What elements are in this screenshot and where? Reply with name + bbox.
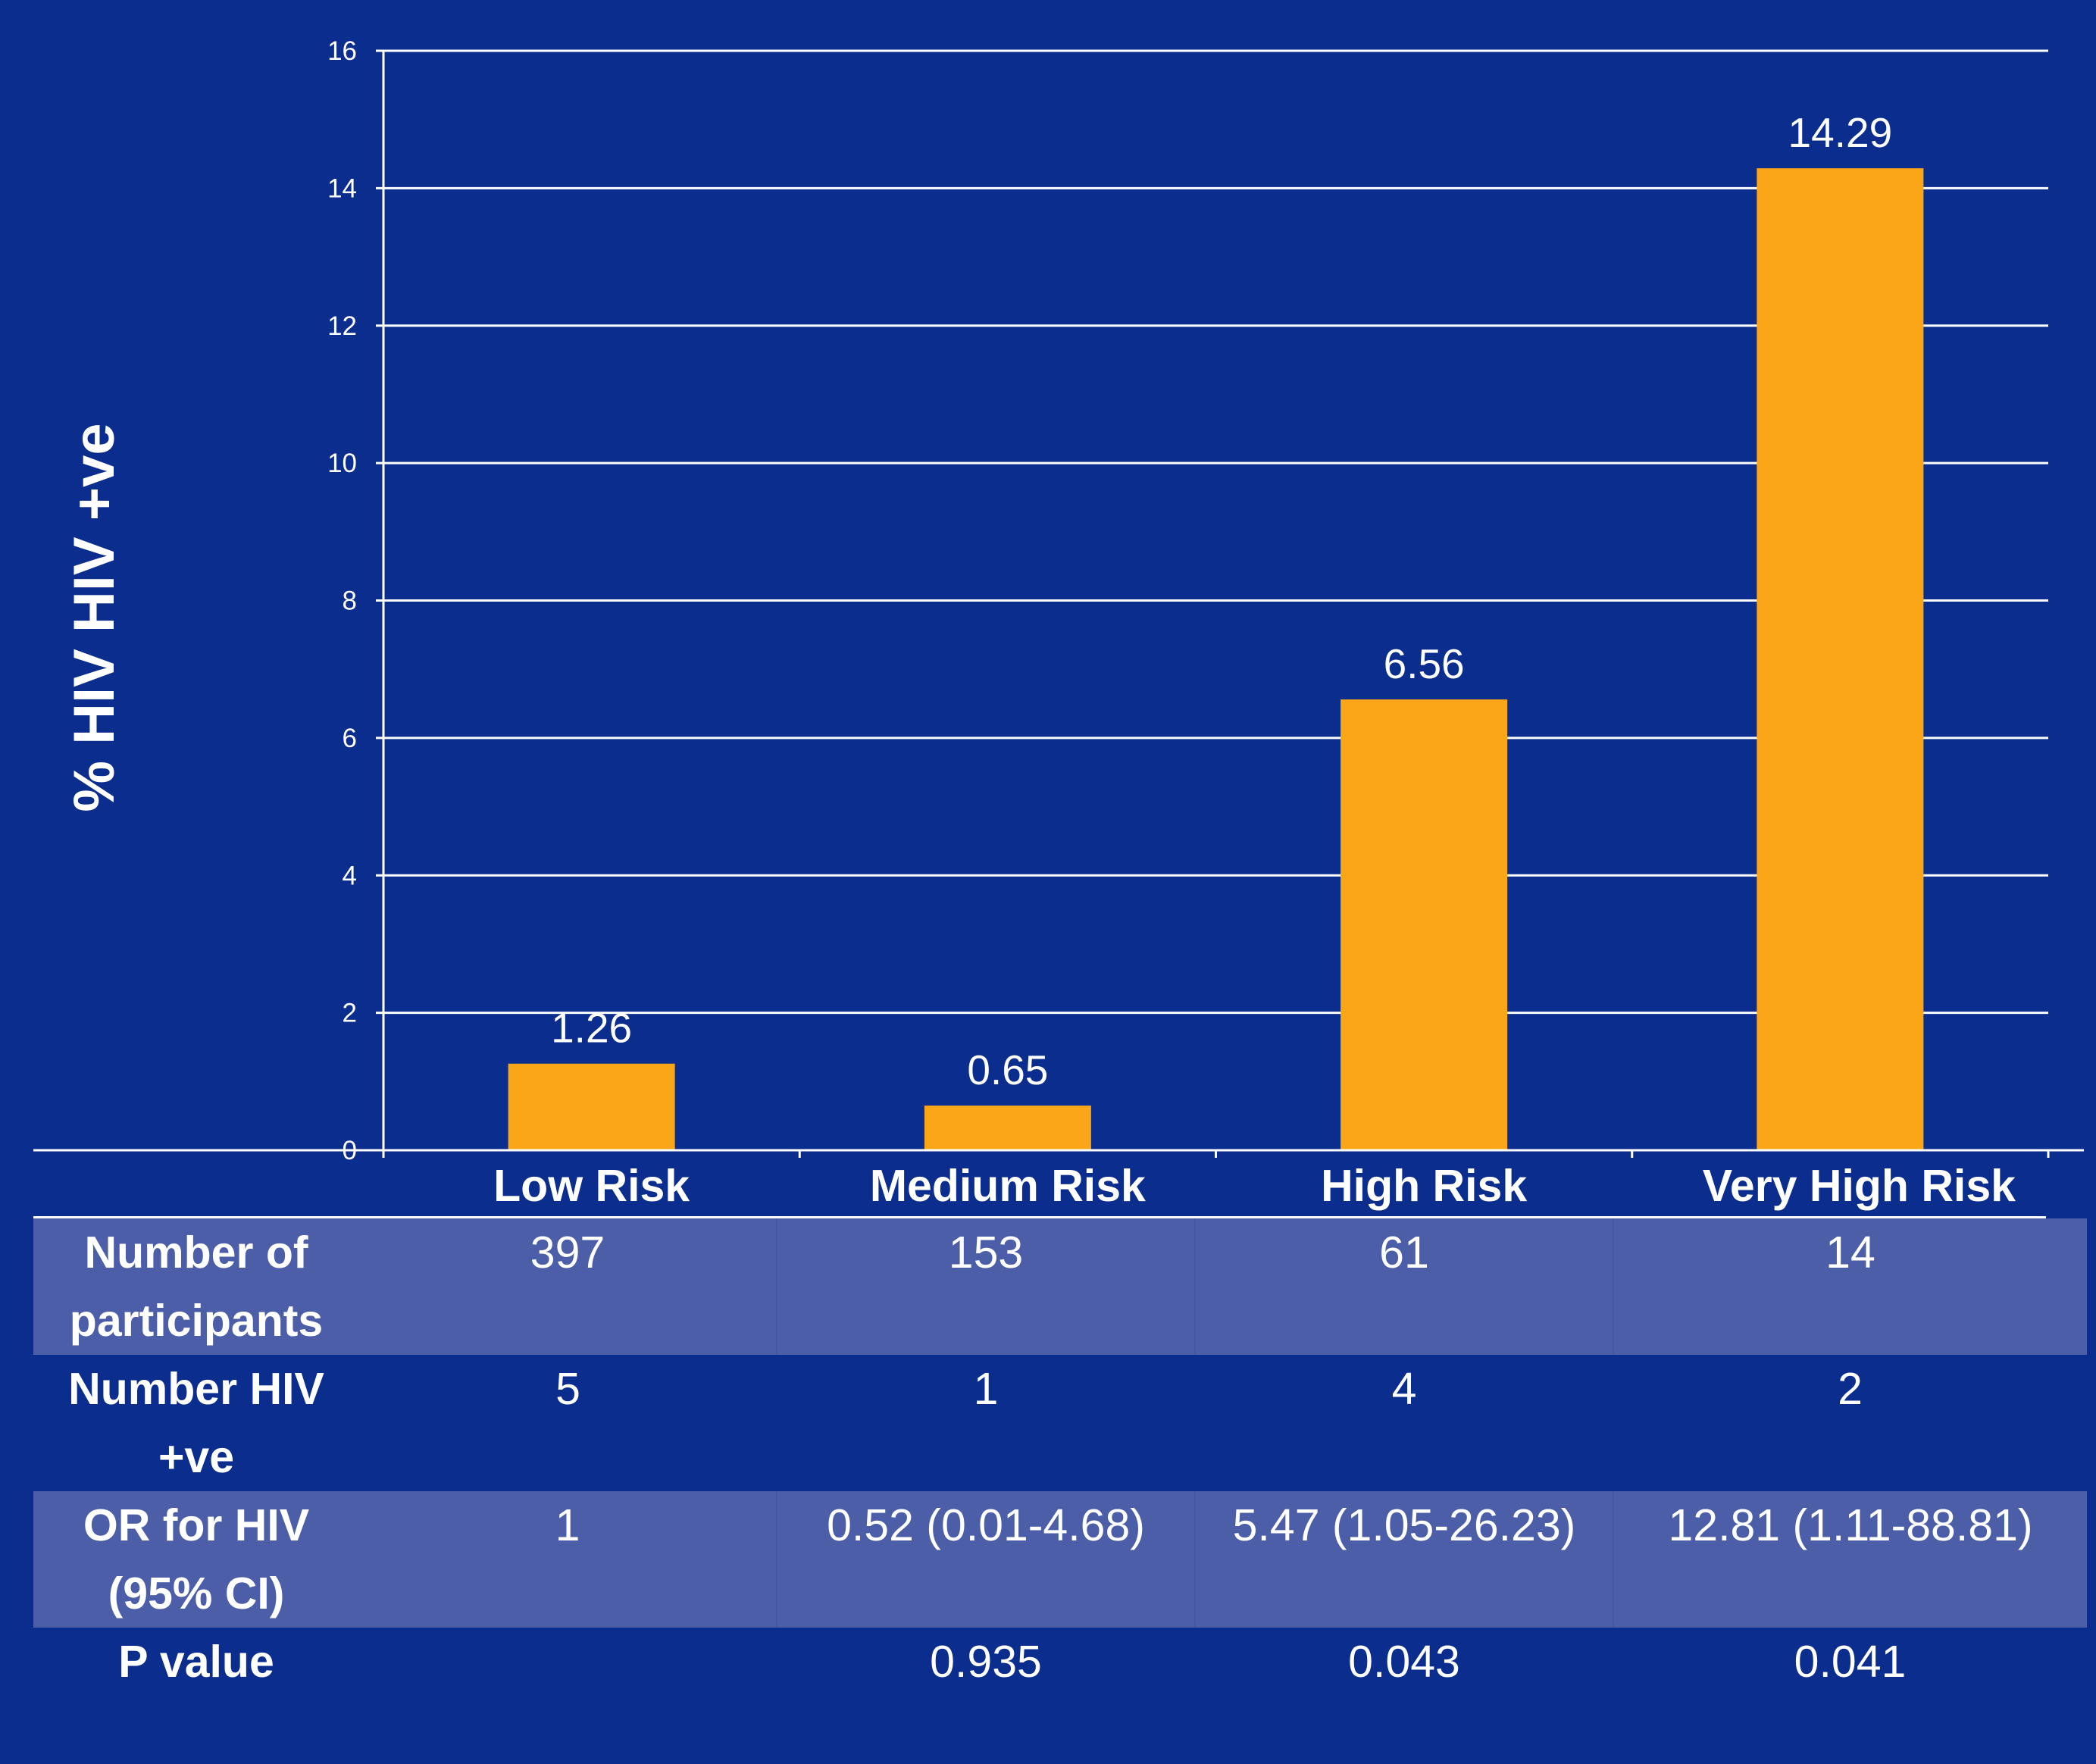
labels: 0 2 4 6 8 10 12 14 16 1.26 Low Risk 0.65 Medium Risk…	[327, 36, 2016, 1211]
bar-3	[1757, 168, 1924, 1150]
cell-or-medium: 0.52 (0.01-4.68)	[776, 1491, 1195, 1628]
axes	[33, 49, 2084, 1219]
cell-participants-high: 61	[1194, 1218, 1613, 1355]
category-label-1: Medium Risk	[870, 1161, 1146, 1211]
y-tick-label-0: 0	[343, 1136, 357, 1165]
data-label-2: 6.56	[1384, 640, 1465, 687]
y-tick-label-16: 16	[327, 36, 357, 66]
data-label-0: 1.26	[551, 1005, 632, 1052]
bar-2	[1341, 699, 1508, 1150]
cell-participants-low: 397	[359, 1218, 777, 1355]
y-tick-label-10: 10	[327, 449, 357, 478]
cell-or-low: 1	[359, 1491, 777, 1628]
cell-hiv-medium: 1	[973, 1364, 999, 1414]
cell-participants-medium: 153	[776, 1218, 1195, 1355]
cell-hiv-low: 5	[555, 1364, 580, 1414]
data-label-1: 0.65	[967, 1046, 1048, 1093]
cell-or-high: 5.47 (1.05-26.23)	[1194, 1491, 1613, 1628]
table-row-participants: Number of participants 397 153 61 14	[33, 1218, 2087, 1355]
row-header-participants: Number of participants	[33, 1218, 359, 1355]
cell-hiv-veryhigh: 2	[1838, 1364, 1863, 1414]
bars	[508, 168, 1924, 1150]
y-tick-label-6: 6	[343, 724, 357, 753]
y-tick-label-2: 2	[343, 999, 357, 1028]
cell-hiv-high: 4	[1391, 1364, 1417, 1414]
table-row-odds-ratio: OR for HIV (95% CI) 1 0.52 (0.01-4.68) 5…	[33, 1491, 2087, 1628]
category-label-0: Low Risk	[493, 1161, 690, 1211]
data-label-3: 14.29	[1788, 109, 1893, 156]
gridlines	[383, 49, 2048, 1015]
row-header-hiv-positive: Number HIV +ve	[68, 1364, 324, 1482]
summary-table: Number of participants 397 153 61 14 Num…	[33, 1218, 2087, 1764]
category-label-2: High Risk	[1321, 1161, 1527, 1211]
y-tick-label-12: 12	[327, 311, 357, 341]
y-tick-label-14: 14	[327, 174, 357, 203]
cell-or-veryhigh: 12.81 (1.11-88.81)	[1613, 1491, 2087, 1628]
table-row-p-value: P value 0.935 0.043 0.041	[33, 1628, 2087, 1764]
cell-p-low	[359, 1628, 777, 1764]
row-header-odds-ratio: OR for HIV (95% CI)	[33, 1491, 359, 1628]
bar-0	[508, 1063, 675, 1150]
y-tick-label-4: 4	[343, 861, 357, 890]
bar-chart: 0 2 4 6 8 10 12 14 16 1.26 Low Risk 0.65 Medium Risk…	[33, 36, 2084, 1219]
cell-p-veryhigh: 0.041	[1794, 1637, 1907, 1687]
category-label-3: Very High Risk	[1703, 1161, 2016, 1211]
cell-p-medium: 0.935	[930, 1637, 1042, 1687]
cell-participants-veryhigh: 14	[1613, 1218, 2087, 1355]
row-header-p-value: P value	[118, 1637, 274, 1687]
cell-p-high: 0.043	[1348, 1637, 1460, 1687]
bar-1	[924, 1106, 1091, 1150]
table-row-hiv-positive: Number HIV +ve 5 1 4 2	[33, 1355, 2087, 1491]
y-axis-label: % HIV HIV +ve	[62, 423, 127, 812]
y-tick-label-8: 8	[343, 586, 357, 616]
